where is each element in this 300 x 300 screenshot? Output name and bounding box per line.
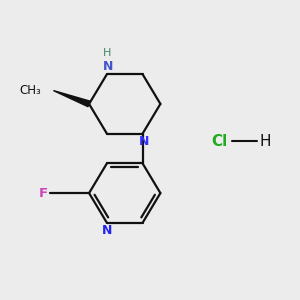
Text: N: N (103, 60, 114, 73)
Text: N: N (139, 135, 149, 148)
Polygon shape (53, 91, 90, 107)
Text: N: N (102, 224, 112, 237)
Text: CH₃: CH₃ (20, 84, 41, 97)
Text: Cl: Cl (211, 134, 227, 148)
Text: H: H (260, 134, 272, 148)
Text: H: H (103, 48, 111, 58)
Text: F: F (39, 187, 48, 200)
